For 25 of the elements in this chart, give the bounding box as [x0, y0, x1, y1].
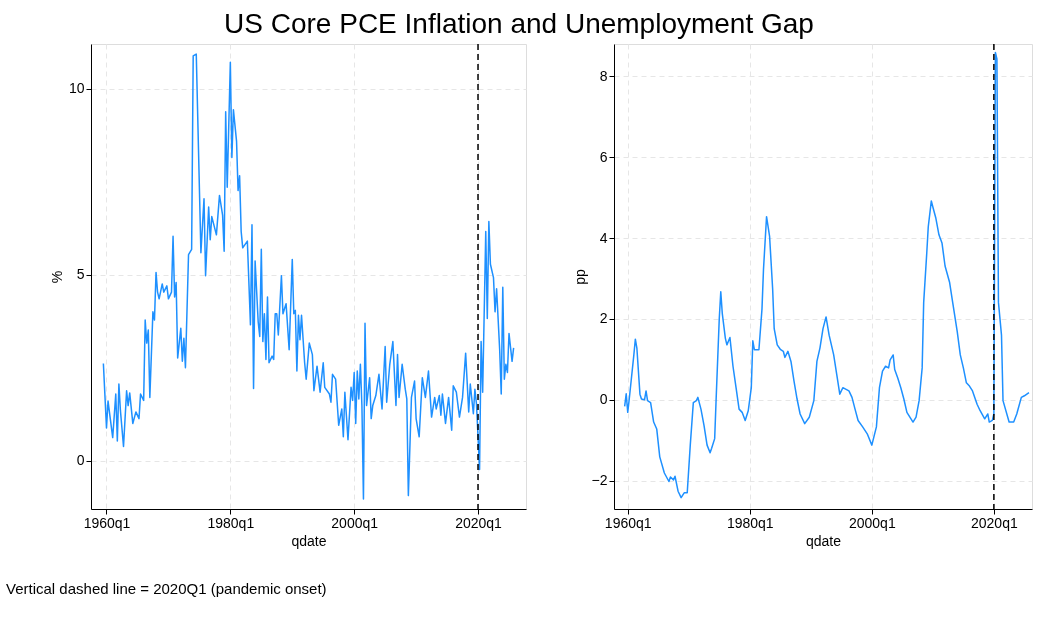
y-tick-label: −2: [591, 472, 608, 489]
x-tick-label: 2020q1: [455, 514, 503, 531]
y-tick-label: 5: [76, 266, 85, 283]
x-tick-label: 1980q1: [726, 514, 774, 531]
line-series: [102, 53, 515, 500]
x-axis-title: qdate: [805, 532, 842, 549]
y-tick-label: 6: [599, 148, 608, 165]
y-tick-label: 2: [599, 310, 608, 327]
y-axis-title: %: [48, 270, 65, 284]
x-tick-label: 1960q1: [604, 514, 652, 531]
x-tick-label: 1980q1: [207, 514, 255, 531]
chart-title: US Core PCE Inflation and Unemployment Gap: [224, 7, 814, 39]
x-axis-title: qdate: [291, 532, 327, 549]
x-tick-label: 1960q1: [83, 514, 131, 531]
y-tick-label: 0: [599, 391, 608, 408]
y-tick-label: 10: [68, 80, 85, 97]
y-tick-label: 8: [599, 67, 608, 84]
y-axis-title: pp: [571, 269, 588, 285]
x-tick-label: 2000q1: [331, 514, 379, 531]
text: Vertical dashed line = 2020Q1 (pandemic onset): [6, 580, 327, 597]
y-tick-label: 0: [76, 452, 85, 469]
x-tick-label: 2000q1: [848, 514, 896, 531]
y-tick-label: 4: [599, 229, 608, 246]
line-series: [623, 51, 1030, 499]
x-tick-label: 2020q1: [971, 514, 1018, 531]
